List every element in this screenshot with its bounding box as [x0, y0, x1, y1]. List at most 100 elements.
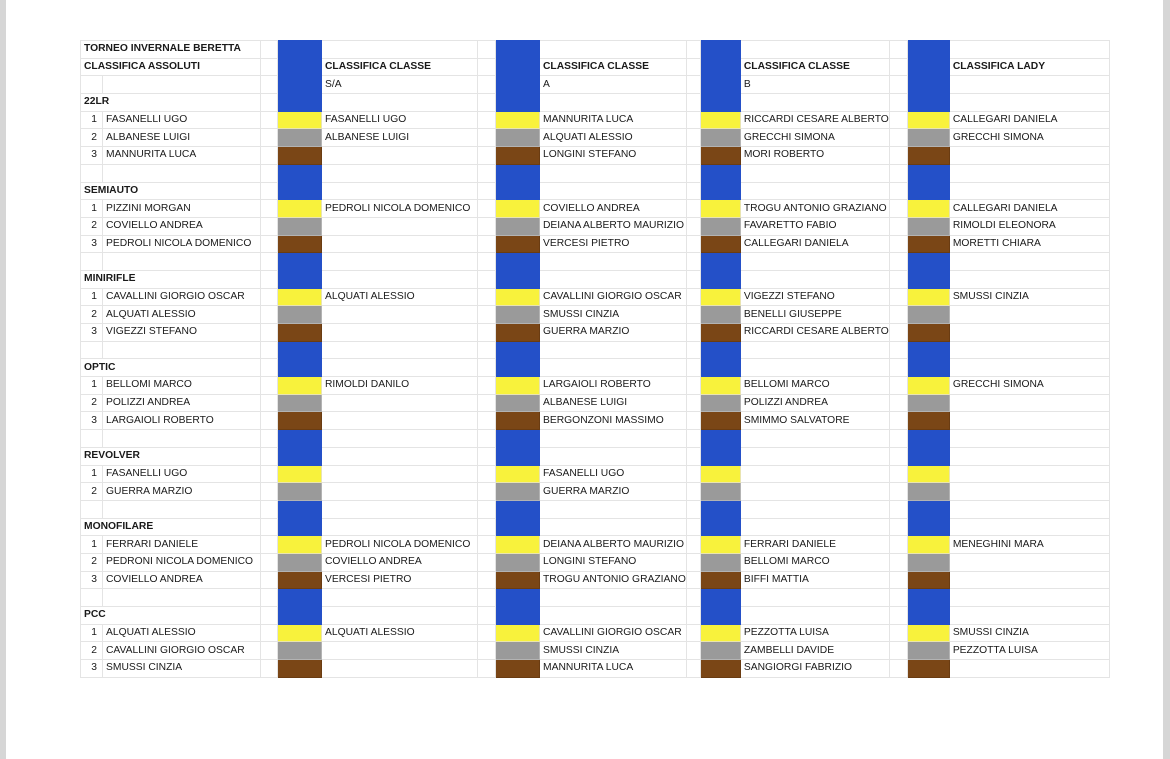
- empty-cell: [260, 323, 278, 342]
- classe-sa-name: [321, 641, 478, 661]
- rank-number: 3: [80, 411, 103, 431]
- empty-cell: [102, 499, 261, 519]
- color-band: [906, 623, 950, 643]
- color-band: [495, 641, 540, 661]
- empty-cell: [477, 482, 496, 501]
- empty-cell: [739, 340, 890, 360]
- result-row: 3 COVIELLO ANDREA VERCESI PIETRO TROGU ANTO…: [80, 570, 1110, 590]
- empty-cell: [260, 570, 278, 590]
- empty-cell: [888, 499, 908, 519]
- result-row: 1 ALQUATI ALESSIO ALQUATI ALESSIO CAVALLINI…: [80, 623, 1110, 643]
- empty-cell: [80, 499, 103, 519]
- color-band: [277, 429, 322, 448]
- empty-cell: [260, 482, 278, 501]
- color-band: [906, 323, 950, 342]
- empty-cell: [260, 163, 278, 183]
- classe-b-name: BENELLI GIUSEPPE: [739, 305, 890, 324]
- section-title: MONOFILARE: [80, 517, 261, 537]
- empty-cell: [685, 535, 701, 554]
- color-band: [277, 552, 322, 572]
- classe-b-name: FERRARI DANIELE: [739, 535, 890, 554]
- classe-b-name: PEZZOTTA LUISA: [739, 623, 890, 643]
- empty-cell: [948, 446, 1110, 466]
- color-band: [906, 252, 950, 271]
- color-band: [277, 393, 322, 413]
- color-band: [277, 93, 322, 112]
- color-band: [699, 517, 741, 537]
- empty-cell: [477, 269, 496, 289]
- color-band: [495, 358, 540, 378]
- lady-name: [948, 659, 1110, 678]
- empty-cell: [888, 429, 908, 448]
- assoluti-name: FASANELLI UGO: [102, 110, 261, 130]
- empty-cell: [260, 552, 278, 572]
- color-band: [906, 128, 950, 148]
- empty-cell: [260, 75, 278, 95]
- empty-cell: [685, 128, 701, 148]
- color-band: [906, 517, 950, 537]
- rank-number: 1: [80, 376, 103, 395]
- empty-cell: [685, 358, 701, 378]
- empty-cell: [685, 199, 701, 218]
- color-band: [906, 305, 950, 324]
- color-band: [699, 93, 741, 112]
- empty-cell: [685, 252, 701, 271]
- classe-b-name: BELLOMI MARCO: [739, 552, 890, 572]
- empty-cell: [948, 517, 1110, 537]
- color-band: [699, 482, 741, 501]
- color-band: [906, 570, 950, 590]
- empty-cell: [948, 75, 1110, 95]
- empty-cell: [888, 482, 908, 501]
- lady-name: CALLEGARI DANIELA: [948, 110, 1110, 130]
- rank-number: 3: [80, 659, 103, 678]
- classe-a-name: BERGONZONI MASSIMO: [539, 411, 687, 431]
- empty-cell: [477, 552, 496, 572]
- color-band: [699, 464, 741, 484]
- empty-cell: [888, 641, 908, 661]
- color-band: [699, 659, 741, 678]
- empty-cell: [685, 323, 701, 342]
- color-band: [699, 216, 741, 236]
- empty-cell: [685, 429, 701, 448]
- empty-cell: [888, 446, 908, 466]
- color-band: [495, 464, 540, 484]
- color-band: [699, 287, 741, 307]
- empty-cell: [321, 429, 478, 448]
- rank-number: 2: [80, 482, 103, 501]
- color-band: [699, 641, 741, 661]
- empty-cell: [888, 269, 908, 289]
- color-band: [906, 393, 950, 413]
- lady-name: [948, 146, 1110, 165]
- empty-cell: [477, 340, 496, 360]
- section-title: PCC: [80, 606, 261, 625]
- color-band: [277, 517, 322, 537]
- empty-cell: [477, 464, 496, 484]
- empty-cell: [685, 340, 701, 360]
- color-band: [495, 446, 540, 466]
- classe-b-name: VIGEZZI STEFANO: [739, 287, 890, 307]
- classe-a-name: TROGU ANTONIO GRAZIANO: [539, 570, 687, 590]
- classe-b-name: SANGIORGI FABRIZIO: [739, 659, 890, 678]
- empty-cell: [477, 588, 496, 607]
- result-row: 1 FASANELLI UGO FASANELLI UGO: [80, 464, 1110, 484]
- assoluti-name: GUERRA MARZIO: [102, 482, 261, 501]
- empty-cell: [948, 181, 1110, 201]
- color-band: [277, 464, 322, 484]
- empty-cell: [321, 340, 478, 360]
- empty-cell: [102, 75, 261, 95]
- empty-cell: [260, 146, 278, 165]
- rank-number: 1: [80, 199, 103, 218]
- classe-b-name: ZAMBELLI DAVIDE: [739, 641, 890, 661]
- color-band: [906, 641, 950, 661]
- empty-cell: [739, 446, 890, 466]
- empty-cell: [888, 216, 908, 236]
- empty-cell: [260, 588, 278, 607]
- lady-name: CALLEGARI DANIELA: [948, 199, 1110, 218]
- color-band: [906, 411, 950, 431]
- color-band: [277, 287, 322, 307]
- classe-a-name: SMUSSI CINZIA: [539, 641, 687, 661]
- classe-b-name: MORI ROBERTO: [739, 146, 890, 165]
- classe-sa-name: RIMOLDI DANILO: [321, 376, 478, 395]
- color-band: [495, 340, 540, 360]
- subheader-row: S/A A B: [80, 75, 1110, 95]
